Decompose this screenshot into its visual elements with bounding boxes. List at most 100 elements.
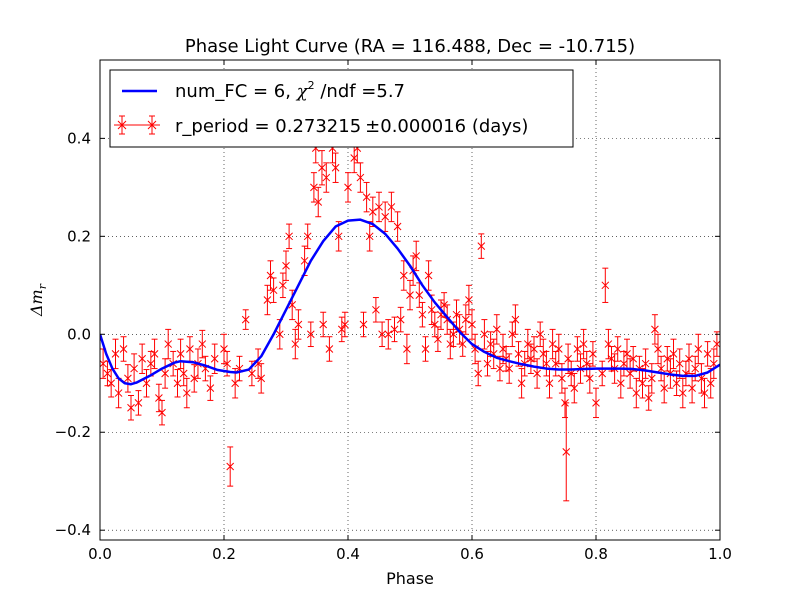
data-point — [285, 223, 293, 250]
data-point — [483, 350, 492, 377]
legend-x-marker — [147, 120, 157, 130]
x-marker — [654, 345, 662, 353]
data-point — [613, 336, 622, 362]
data-point — [638, 368, 647, 399]
data-point — [378, 321, 386, 348]
x-marker — [381, 212, 390, 221]
data-point — [254, 348, 262, 379]
axis-ticks: 0.0 0.2 0.4 0.6 0.8 1.0 −0.4 −0.2 0.0 0.2 0.4 — [55, 60, 732, 563]
x-marker — [548, 340, 557, 348]
data-point — [669, 338, 678, 370]
x-marker — [158, 408, 166, 417]
x-marker — [434, 335, 442, 344]
data-point — [206, 375, 215, 401]
data-point — [644, 385, 653, 411]
x-marker — [582, 359, 591, 368]
data-point — [173, 369, 182, 398]
x-marker — [138, 354, 147, 363]
data-point — [344, 172, 352, 203]
x-marker — [275, 330, 284, 339]
chart-title: Phase Light Curve (RA = 116.488, Dec = -… — [185, 36, 635, 57]
data-point — [319, 311, 328, 338]
data-point — [592, 387, 600, 419]
data-point — [372, 297, 380, 323]
data-point — [103, 360, 112, 387]
data-point — [551, 350, 560, 377]
data-point — [465, 284, 473, 316]
data-point — [468, 309, 476, 340]
x-tick-label: 1.0 — [708, 545, 732, 563]
x-marker — [533, 369, 541, 378]
data-point — [318, 150, 326, 186]
data-point — [334, 221, 343, 252]
legend-box — [109, 69, 574, 148]
x-marker — [623, 350, 631, 358]
x-marker — [206, 384, 215, 393]
data-point — [142, 369, 151, 398]
data-point — [527, 343, 535, 374]
data-point — [536, 321, 545, 348]
x-marker — [396, 315, 405, 324]
x-marker — [176, 350, 185, 358]
x-marker — [390, 325, 399, 334]
x-marker — [291, 340, 300, 348]
data-point — [279, 272, 287, 299]
x-marker — [641, 359, 650, 368]
x-marker — [279, 281, 287, 290]
x-marker — [269, 286, 278, 295]
data-point — [325, 336, 334, 362]
legend-fit-sup: 2 — [308, 79, 315, 92]
data-point — [263, 284, 272, 316]
x-marker — [186, 345, 194, 353]
data-point — [651, 314, 659, 345]
data-point — [629, 346, 638, 372]
data-point — [138, 343, 147, 374]
x-marker — [663, 354, 672, 363]
x-marker — [545, 379, 554, 388]
data-point — [314, 186, 323, 218]
x-marker — [517, 379, 526, 388]
x-marker — [318, 163, 326, 172]
x-marker — [703, 350, 712, 358]
x-marker — [263, 296, 272, 304]
legend-fit-suffix: /ndf =5.7 — [315, 81, 405, 102]
x-marker — [179, 369, 188, 378]
x-marker — [344, 183, 352, 192]
data-point — [548, 328, 557, 360]
data-point — [477, 233, 486, 259]
legend-fit-prefix: num_FC = 6, — [175, 81, 297, 102]
x-marker — [378, 330, 386, 339]
x-marker — [607, 354, 616, 363]
data-point — [607, 346, 616, 372]
x-marker — [660, 384, 669, 393]
x-marker — [678, 389, 687, 397]
y-axis-label-base: Δm — [27, 289, 46, 317]
x-marker — [142, 379, 151, 388]
x-marker — [150, 350, 159, 358]
x-marker — [638, 379, 647, 388]
data-point — [573, 336, 582, 362]
y-tick-label: 0.4 — [67, 129, 91, 147]
x-marker — [492, 325, 501, 334]
x-marker — [514, 350, 523, 358]
data-point — [155, 383, 163, 413]
data-point — [517, 368, 526, 399]
data-point — [127, 395, 135, 421]
data-point — [505, 353, 514, 384]
x-marker — [474, 369, 483, 378]
x-marker — [173, 379, 182, 388]
x-marker — [424, 271, 433, 280]
x-marker — [114, 389, 123, 397]
data-point — [579, 328, 588, 360]
x-marker — [300, 256, 309, 265]
x-tick-label: 0.8 — [584, 545, 608, 563]
x-marker — [706, 379, 715, 388]
x-marker — [111, 350, 120, 358]
data-point — [620, 350, 628, 377]
data-point — [282, 250, 290, 281]
x-marker — [164, 340, 173, 348]
data-point — [443, 304, 452, 335]
x-marker — [647, 374, 656, 383]
x-marker — [672, 379, 681, 388]
x-marker — [375, 203, 383, 211]
